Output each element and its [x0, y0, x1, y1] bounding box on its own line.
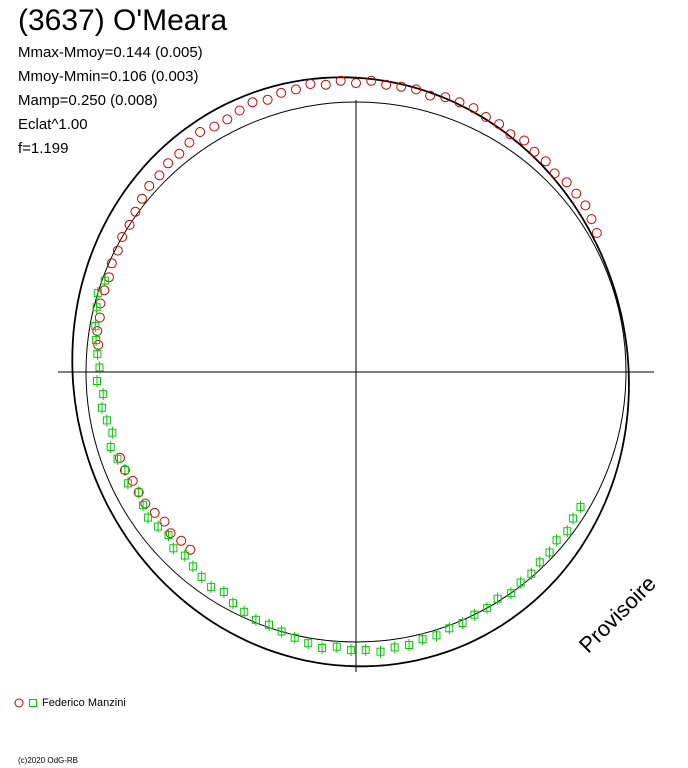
data-point-s0-39	[124, 219, 135, 230]
data-point-s0-18	[381, 79, 392, 90]
data-point-s0-28	[234, 105, 245, 116]
data-point-s0-21	[335, 75, 346, 86]
data-point-s0-17	[396, 81, 407, 92]
stat-frequency: f=1.199	[18, 140, 69, 157]
data-point-s0-30	[209, 121, 220, 132]
data-point-s0-27	[247, 97, 258, 108]
copyright-text: (c)2020 OdG-RB	[18, 756, 79, 765]
data-point-s0-29	[222, 114, 233, 125]
data-point-s0-4	[561, 177, 572, 188]
data-point-s0-22	[320, 79, 331, 90]
data-point-s0-24	[290, 84, 301, 95]
data-point-s0-35	[154, 170, 165, 181]
data-point-s0-9	[505, 129, 516, 140]
stat-amplitude: Mamp=0.250 (0.008)	[18, 92, 158, 109]
data-point-s0-47	[92, 326, 103, 336]
data-point-s0-54	[149, 507, 160, 518]
data-point-s0-10	[494, 119, 505, 130]
data-point-s0-25	[276, 87, 287, 98]
data-point-s0-48	[93, 339, 104, 350]
stat-mean-minus-min: Mmoy-Mmin=0.106 (0.003)	[18, 68, 199, 85]
data-point-s0-15	[425, 90, 436, 101]
data-point-s0-12	[468, 103, 479, 114]
data-point-s0-56	[165, 528, 176, 539]
legend-circle-marker-icon	[14, 698, 24, 708]
data-point-s0-46	[94, 312, 105, 323]
data-point-s0-53	[140, 498, 151, 509]
data-point-s0-7	[529, 146, 540, 157]
data-point-s0-42	[106, 258, 117, 269]
data-point-s0-55	[159, 516, 170, 527]
data-point-s0-34	[163, 158, 174, 169]
data-point-s0-49	[115, 452, 125, 463]
data-point-s0-5	[549, 168, 560, 179]
data-point-s0-33	[174, 148, 185, 159]
data-point-s0-26	[262, 94, 273, 105]
data-point-s0-19	[366, 75, 377, 86]
data-point-s0-31	[195, 127, 206, 137]
legend: Federico Manzini	[14, 697, 126, 709]
legend-square-marker-icon	[29, 699, 37, 707]
data-point-s0-8	[519, 135, 530, 146]
data-point-s0-37	[137, 193, 147, 204]
data-point-s0-16	[411, 84, 422, 95]
data-point-s0-32	[184, 137, 195, 148]
data-point-s0-6	[540, 156, 551, 167]
data-point-s0-3	[571, 188, 582, 199]
data-point-s0-0	[591, 228, 602, 238]
data-point-s0-51	[127, 475, 138, 486]
chart-title: (3637) O'Meara	[18, 4, 228, 37]
data-point-s0-20	[351, 78, 361, 89]
data-point-s0-58	[185, 544, 196, 555]
data-point-s0-36	[144, 180, 155, 191]
data-point-s0-23	[305, 79, 316, 89]
data-point-s0-2	[580, 200, 591, 211]
legend-label: Federico Manzini	[42, 697, 126, 709]
data-point-s0-14	[440, 92, 451, 103]
reference-circle	[85, 101, 627, 643]
fit-curve	[71, 76, 630, 668]
data-point-s0-41	[112, 245, 123, 256]
data-point-s0-11	[480, 112, 491, 122]
data-point-s0-13	[454, 97, 465, 108]
data-point-s0-40	[117, 232, 128, 242]
stat-eclat: Eclat^1.00	[18, 116, 88, 133]
data-point-s0-1	[586, 214, 597, 225]
data-point-s0-38	[130, 206, 141, 217]
data-point-s0-57	[176, 535, 187, 546]
stat-max-minus-mean: Mmax-Mmoy=0.144 (0.005)	[18, 44, 203, 61]
